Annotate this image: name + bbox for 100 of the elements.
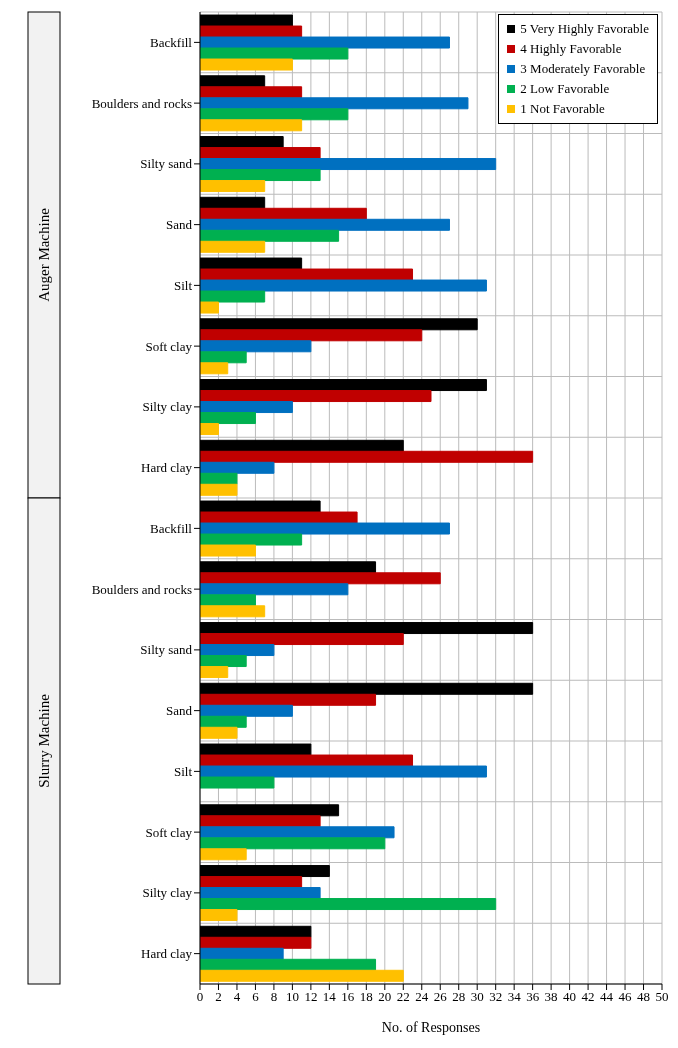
y-tick-label: Silt bbox=[173, 763, 193, 779]
x-tick-label: 14 bbox=[322, 989, 337, 1005]
bar bbox=[200, 633, 404, 646]
bar bbox=[200, 969, 404, 982]
bar bbox=[200, 108, 349, 121]
bar bbox=[200, 207, 367, 220]
x-tick-label: 22 bbox=[396, 989, 410, 1005]
bar bbox=[200, 351, 247, 364]
bar bbox=[200, 450, 534, 463]
legend-label: 5 Very Highly Favorable bbox=[520, 20, 649, 38]
y-tick-label: Backfill bbox=[150, 520, 193, 536]
bar bbox=[200, 390, 432, 403]
bar bbox=[200, 704, 293, 717]
bar bbox=[200, 483, 238, 496]
bar bbox=[200, 909, 238, 922]
x-tick-label: 36 bbox=[526, 989, 540, 1005]
bar bbox=[200, 401, 293, 414]
bar bbox=[200, 158, 497, 171]
y-tick-label: Soft clay bbox=[145, 338, 193, 354]
x-tick-label: 50 bbox=[655, 989, 669, 1005]
x-tick-label: 46 bbox=[618, 989, 633, 1005]
text: Auger Machine bbox=[36, 207, 52, 302]
y-tick-label: Hard clay bbox=[141, 460, 193, 476]
bar bbox=[200, 36, 450, 49]
text: Slurry Machine bbox=[36, 693, 52, 788]
x-tick-label: 38 bbox=[544, 989, 558, 1005]
y-tick-label: Soft clay bbox=[145, 824, 193, 840]
y-tick-label: Boulders and rocks bbox=[91, 95, 192, 111]
x-tick-label: 8 bbox=[270, 989, 278, 1005]
x-tick-label: 34 bbox=[507, 989, 522, 1005]
bar bbox=[200, 329, 423, 342]
bar bbox=[200, 47, 349, 60]
y-tick-label: Boulders and rocks bbox=[91, 581, 192, 597]
bar bbox=[200, 754, 414, 767]
x-tick-label: 2 bbox=[215, 989, 222, 1005]
x-tick-label: 12 bbox=[304, 989, 318, 1005]
bar bbox=[200, 544, 256, 557]
x-tick-label: 18 bbox=[359, 989, 373, 1005]
y-tick-label: Silt bbox=[173, 277, 193, 293]
bar bbox=[200, 119, 303, 132]
y-tick-label: Silty clay bbox=[142, 399, 193, 415]
bar bbox=[200, 936, 312, 949]
legend-label: 4 Highly Favorable bbox=[520, 40, 622, 58]
y-tick-label: Sand bbox=[166, 703, 193, 719]
bar bbox=[200, 86, 303, 99]
bar bbox=[200, 279, 487, 292]
x-tick-label: 20 bbox=[378, 989, 392, 1005]
bar bbox=[200, 898, 497, 911]
bar bbox=[200, 169, 321, 182]
bar bbox=[200, 362, 229, 375]
x-tick-label: 42 bbox=[581, 989, 595, 1005]
x-tick-label: 44 bbox=[600, 989, 614, 1005]
bar bbox=[200, 180, 266, 193]
bar bbox=[200, 655, 247, 668]
y-tick-label: Sand bbox=[166, 217, 193, 233]
bar bbox=[200, 290, 266, 303]
y-tick-label: Backfill bbox=[150, 34, 193, 50]
bar bbox=[200, 533, 303, 546]
x-tick-label: 10 bbox=[285, 989, 299, 1005]
x-tick-label: 28 bbox=[452, 989, 466, 1005]
legend-label: 2 Low Favorable bbox=[520, 80, 610, 98]
x-tick-label: 26 bbox=[433, 989, 448, 1005]
bar bbox=[200, 837, 386, 850]
bar bbox=[200, 887, 321, 900]
bar bbox=[200, 25, 303, 38]
bar bbox=[200, 594, 256, 607]
bar bbox=[200, 776, 275, 789]
bar bbox=[200, 97, 469, 110]
bar bbox=[200, 726, 238, 739]
x-tick-label: 24 bbox=[415, 989, 429, 1005]
x-tick-label: 30 bbox=[470, 989, 484, 1005]
y-tick-label: Silty sand bbox=[140, 156, 193, 172]
bar bbox=[200, 301, 219, 314]
bar bbox=[200, 461, 275, 474]
legend-label: 3 Moderately Favorable bbox=[520, 60, 646, 78]
x-tick-label: 40 bbox=[563, 989, 577, 1005]
x-tick-label: 6 bbox=[252, 989, 260, 1005]
bar bbox=[200, 58, 293, 71]
y-tick-label: Silty clay bbox=[142, 885, 193, 901]
bar bbox=[200, 693, 377, 706]
bar bbox=[200, 826, 395, 839]
y-tick-label: Hard clay bbox=[141, 946, 193, 962]
x-axis-title: No. of Responses bbox=[381, 1020, 481, 1035]
bar bbox=[200, 815, 321, 828]
bar bbox=[200, 644, 275, 657]
bar bbox=[200, 412, 256, 425]
bar bbox=[200, 715, 247, 728]
bar bbox=[200, 472, 238, 485]
bar bbox=[200, 572, 441, 585]
bar bbox=[200, 268, 414, 281]
bar bbox=[200, 947, 284, 960]
bar bbox=[200, 765, 487, 778]
x-tick-label: 16 bbox=[341, 989, 355, 1005]
y-tick-label: Silty sand bbox=[140, 642, 193, 658]
bar bbox=[200, 583, 349, 596]
bar bbox=[200, 147, 321, 160]
x-tick-label: 4 bbox=[233, 989, 241, 1005]
bar bbox=[200, 240, 266, 253]
bar bbox=[200, 218, 450, 231]
bar bbox=[200, 340, 312, 353]
